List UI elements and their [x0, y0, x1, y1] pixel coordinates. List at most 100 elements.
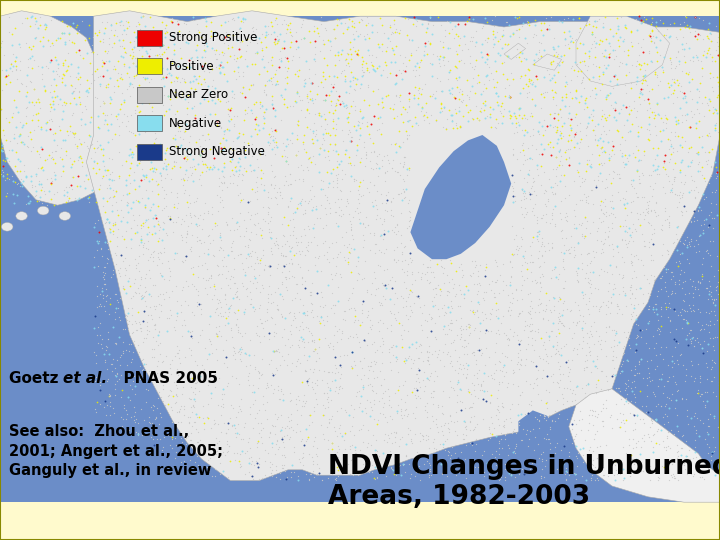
- Point: [645, 255, 657, 264]
- Point: [149, 281, 161, 289]
- Point: [540, 210, 552, 219]
- Point: [346, 364, 358, 373]
- Point: [332, 249, 343, 258]
- Point: [415, 272, 426, 281]
- Point: [501, 75, 513, 83]
- Point: [407, 388, 418, 396]
- Point: [693, 432, 705, 441]
- Point: [298, 75, 310, 84]
- Point: [32, 109, 44, 118]
- Point: [451, 76, 463, 84]
- Point: [690, 216, 702, 225]
- Point: [708, 103, 719, 111]
- Point: [672, 427, 684, 435]
- Point: [344, 82, 356, 91]
- Point: [135, 404, 147, 413]
- Point: [553, 329, 564, 338]
- Point: [457, 370, 469, 379]
- Point: [403, 343, 415, 352]
- Point: [148, 38, 160, 47]
- Point: [438, 269, 449, 278]
- Point: [17, 177, 29, 186]
- Point: [358, 381, 369, 389]
- Point: [230, 374, 241, 382]
- Point: [598, 110, 610, 118]
- Point: [549, 350, 560, 359]
- Point: [582, 328, 593, 337]
- Point: [267, 135, 279, 144]
- Point: [70, 129, 81, 138]
- Point: [443, 29, 454, 38]
- Point: [37, 63, 48, 71]
- Point: [502, 40, 513, 49]
- Point: [364, 157, 376, 166]
- Point: [232, 172, 243, 180]
- Point: [580, 389, 591, 397]
- Point: [657, 18, 669, 27]
- Point: [398, 194, 410, 202]
- Point: [530, 375, 541, 383]
- Point: [156, 236, 168, 245]
- Point: [647, 255, 659, 264]
- Point: [516, 234, 528, 243]
- Point: [354, 343, 366, 352]
- Point: [154, 65, 166, 74]
- Point: [553, 409, 564, 418]
- Point: [683, 44, 695, 52]
- Point: [547, 342, 559, 351]
- Point: [160, 376, 171, 385]
- Point: [339, 19, 351, 28]
- Point: [285, 409, 297, 418]
- Point: [268, 173, 279, 181]
- Point: [77, 158, 89, 166]
- Point: [668, 238, 680, 246]
- Point: [210, 329, 222, 338]
- Point: [381, 206, 392, 215]
- Point: [250, 413, 261, 422]
- Point: [600, 328, 612, 336]
- Point: [534, 417, 545, 426]
- Point: [305, 95, 316, 104]
- Point: [660, 457, 672, 465]
- Point: [193, 235, 204, 244]
- Point: [194, 436, 206, 444]
- Point: [655, 225, 667, 234]
- Point: [192, 298, 203, 306]
- Point: [231, 448, 243, 457]
- Point: [490, 432, 502, 441]
- Point: [284, 197, 296, 205]
- Point: [135, 294, 147, 303]
- Point: [268, 138, 279, 146]
- Point: [60, 151, 71, 160]
- Point: [585, 283, 596, 292]
- Point: [328, 24, 339, 33]
- Point: [230, 413, 241, 422]
- Point: [625, 127, 636, 136]
- Point: [644, 130, 655, 138]
- Point: [420, 430, 431, 439]
- Point: [140, 334, 151, 342]
- Point: [484, 76, 495, 84]
- Point: [94, 300, 106, 308]
- Point: [474, 326, 485, 335]
- Point: [228, 14, 239, 22]
- Point: [562, 39, 574, 48]
- Point: [577, 458, 589, 467]
- Point: [372, 113, 384, 122]
- Point: [265, 131, 276, 140]
- Point: [171, 248, 183, 257]
- Point: [127, 198, 139, 206]
- Point: [441, 350, 453, 359]
- Point: [356, 192, 367, 200]
- Point: [358, 143, 369, 151]
- Point: [197, 401, 208, 410]
- Point: [652, 424, 664, 433]
- Point: [570, 441, 582, 450]
- Point: [524, 465, 536, 474]
- Point: [48, 168, 60, 177]
- Point: [168, 162, 180, 171]
- Point: [60, 147, 72, 156]
- Point: [362, 381, 374, 389]
- Point: [318, 411, 329, 420]
- Point: [358, 371, 369, 380]
